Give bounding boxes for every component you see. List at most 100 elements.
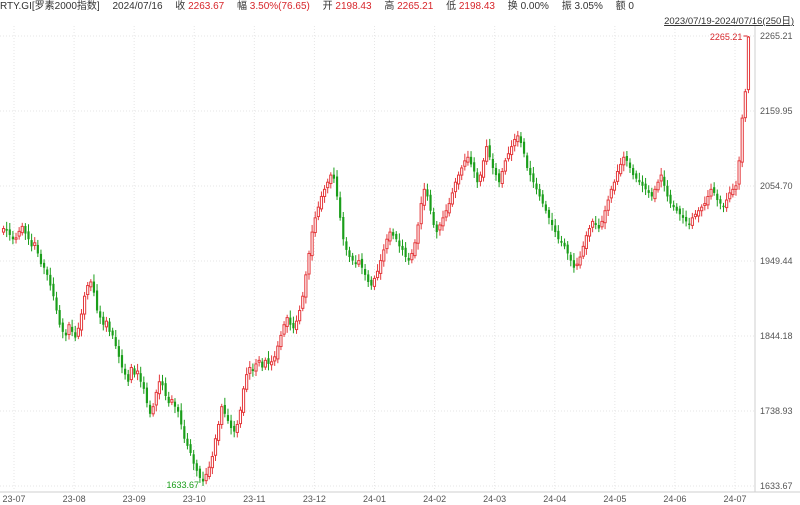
candle-body bbox=[416, 224, 420, 244]
candle-body bbox=[117, 346, 120, 357]
candle-body bbox=[64, 332, 67, 336]
candle-body bbox=[282, 324, 286, 335]
candle-body bbox=[52, 283, 55, 297]
candle-body bbox=[95, 290, 99, 311]
x-tick-label: 23-11 bbox=[243, 494, 265, 504]
candle-body bbox=[76, 327, 80, 337]
candle-body bbox=[575, 263, 579, 267]
candle-body bbox=[322, 188, 327, 197]
candle-body bbox=[375, 270, 380, 279]
candle-body bbox=[1, 228, 6, 233]
candle-body bbox=[298, 309, 302, 322]
max-price-label: 2265.21 bbox=[710, 32, 743, 42]
min-price-label: 1633.67 bbox=[166, 480, 199, 490]
candle-body bbox=[157, 381, 161, 395]
candle-body bbox=[656, 181, 660, 191]
x-tick-label: 23-08 bbox=[63, 494, 86, 504]
candle-body bbox=[476, 172, 479, 183]
amount-label: 额 bbox=[615, 1, 626, 12]
candle-body bbox=[731, 188, 735, 196]
x-tick-label: 23-10 bbox=[183, 494, 206, 504]
candle-body bbox=[413, 242, 417, 257]
candle-body bbox=[276, 345, 280, 360]
candle-body bbox=[681, 215, 685, 218]
candle-body bbox=[248, 366, 252, 374]
candle-body bbox=[273, 356, 277, 362]
candle-body bbox=[615, 171, 620, 182]
candle-body bbox=[226, 415, 230, 421]
candle-body bbox=[279, 334, 283, 348]
candle-body bbox=[481, 160, 486, 178]
candle-body bbox=[392, 232, 395, 236]
candle-body bbox=[133, 368, 136, 375]
candle-body bbox=[367, 274, 370, 282]
candle-body bbox=[357, 260, 361, 265]
high-value: 2265.21 bbox=[397, 1, 434, 12]
candle-body bbox=[139, 373, 142, 382]
candle-body bbox=[675, 206, 678, 211]
candle-body bbox=[254, 363, 258, 372]
candle-body bbox=[238, 409, 243, 425]
x-tick-label: 23-12 bbox=[303, 494, 326, 504]
candle-body bbox=[154, 391, 158, 406]
candle-body bbox=[594, 223, 597, 225]
candle-body bbox=[706, 195, 710, 206]
candle-body bbox=[161, 381, 164, 386]
candle-body bbox=[102, 316, 105, 325]
candle-body bbox=[422, 188, 426, 206]
candle-body bbox=[183, 426, 186, 439]
change-value: 3.50%(76.65) bbox=[249, 1, 310, 12]
candle-body bbox=[693, 213, 698, 218]
candle-body bbox=[348, 250, 351, 258]
candle-body bbox=[241, 388, 246, 413]
candle-body bbox=[61, 322, 64, 332]
candle-body bbox=[569, 254, 572, 261]
candle-body bbox=[632, 167, 635, 176]
candle-body bbox=[49, 274, 52, 286]
candle-body bbox=[192, 454, 195, 464]
candle-body bbox=[207, 466, 211, 478]
candle-body bbox=[89, 281, 93, 288]
date-range-selector[interactable]: 2023/07/19-2024/07/16(250日) bbox=[664, 16, 794, 27]
x-tick-label: 24-06 bbox=[663, 494, 686, 504]
candle-body bbox=[578, 256, 582, 266]
candle-body bbox=[319, 195, 324, 210]
candle-body bbox=[628, 162, 632, 168]
symbol-label: RTY.GI[罗素2000指数] bbox=[0, 1, 100, 12]
candle-body bbox=[173, 401, 177, 407]
candle-body bbox=[11, 236, 14, 240]
candle-body bbox=[99, 311, 102, 318]
candle-body bbox=[372, 277, 377, 287]
candle-body bbox=[270, 361, 274, 366]
candle-body bbox=[395, 233, 398, 240]
candle-body bbox=[8, 229, 11, 235]
candle-body bbox=[644, 183, 647, 190]
candle-body bbox=[370, 279, 373, 286]
amount-value: 0 bbox=[628, 1, 634, 12]
x-tick-label: 24-04 bbox=[543, 494, 566, 504]
candle-body bbox=[447, 203, 451, 214]
amplitude-label: 振 bbox=[561, 1, 572, 12]
candle-body bbox=[526, 155, 529, 168]
candle-body bbox=[20, 225, 24, 234]
y-tick-label: 1949.44 bbox=[760, 256, 793, 266]
x-tick-label: 24-01 bbox=[363, 494, 386, 504]
candle-body bbox=[120, 355, 124, 368]
candle-body bbox=[713, 187, 716, 193]
candle-body bbox=[354, 262, 357, 265]
candle-body bbox=[460, 167, 464, 176]
candle-body bbox=[600, 220, 604, 228]
candle-body bbox=[672, 204, 675, 208]
candle-body bbox=[186, 438, 189, 446]
candle-body bbox=[728, 192, 732, 200]
candle-body bbox=[74, 332, 77, 338]
candle-body bbox=[257, 359, 261, 363]
candle-body bbox=[294, 320, 299, 331]
candle-body bbox=[547, 209, 551, 218]
candle-body bbox=[703, 203, 707, 206]
candle-body bbox=[167, 396, 170, 404]
candle-body bbox=[488, 145, 491, 158]
candle-body bbox=[345, 241, 348, 250]
candle-body bbox=[685, 216, 688, 222]
